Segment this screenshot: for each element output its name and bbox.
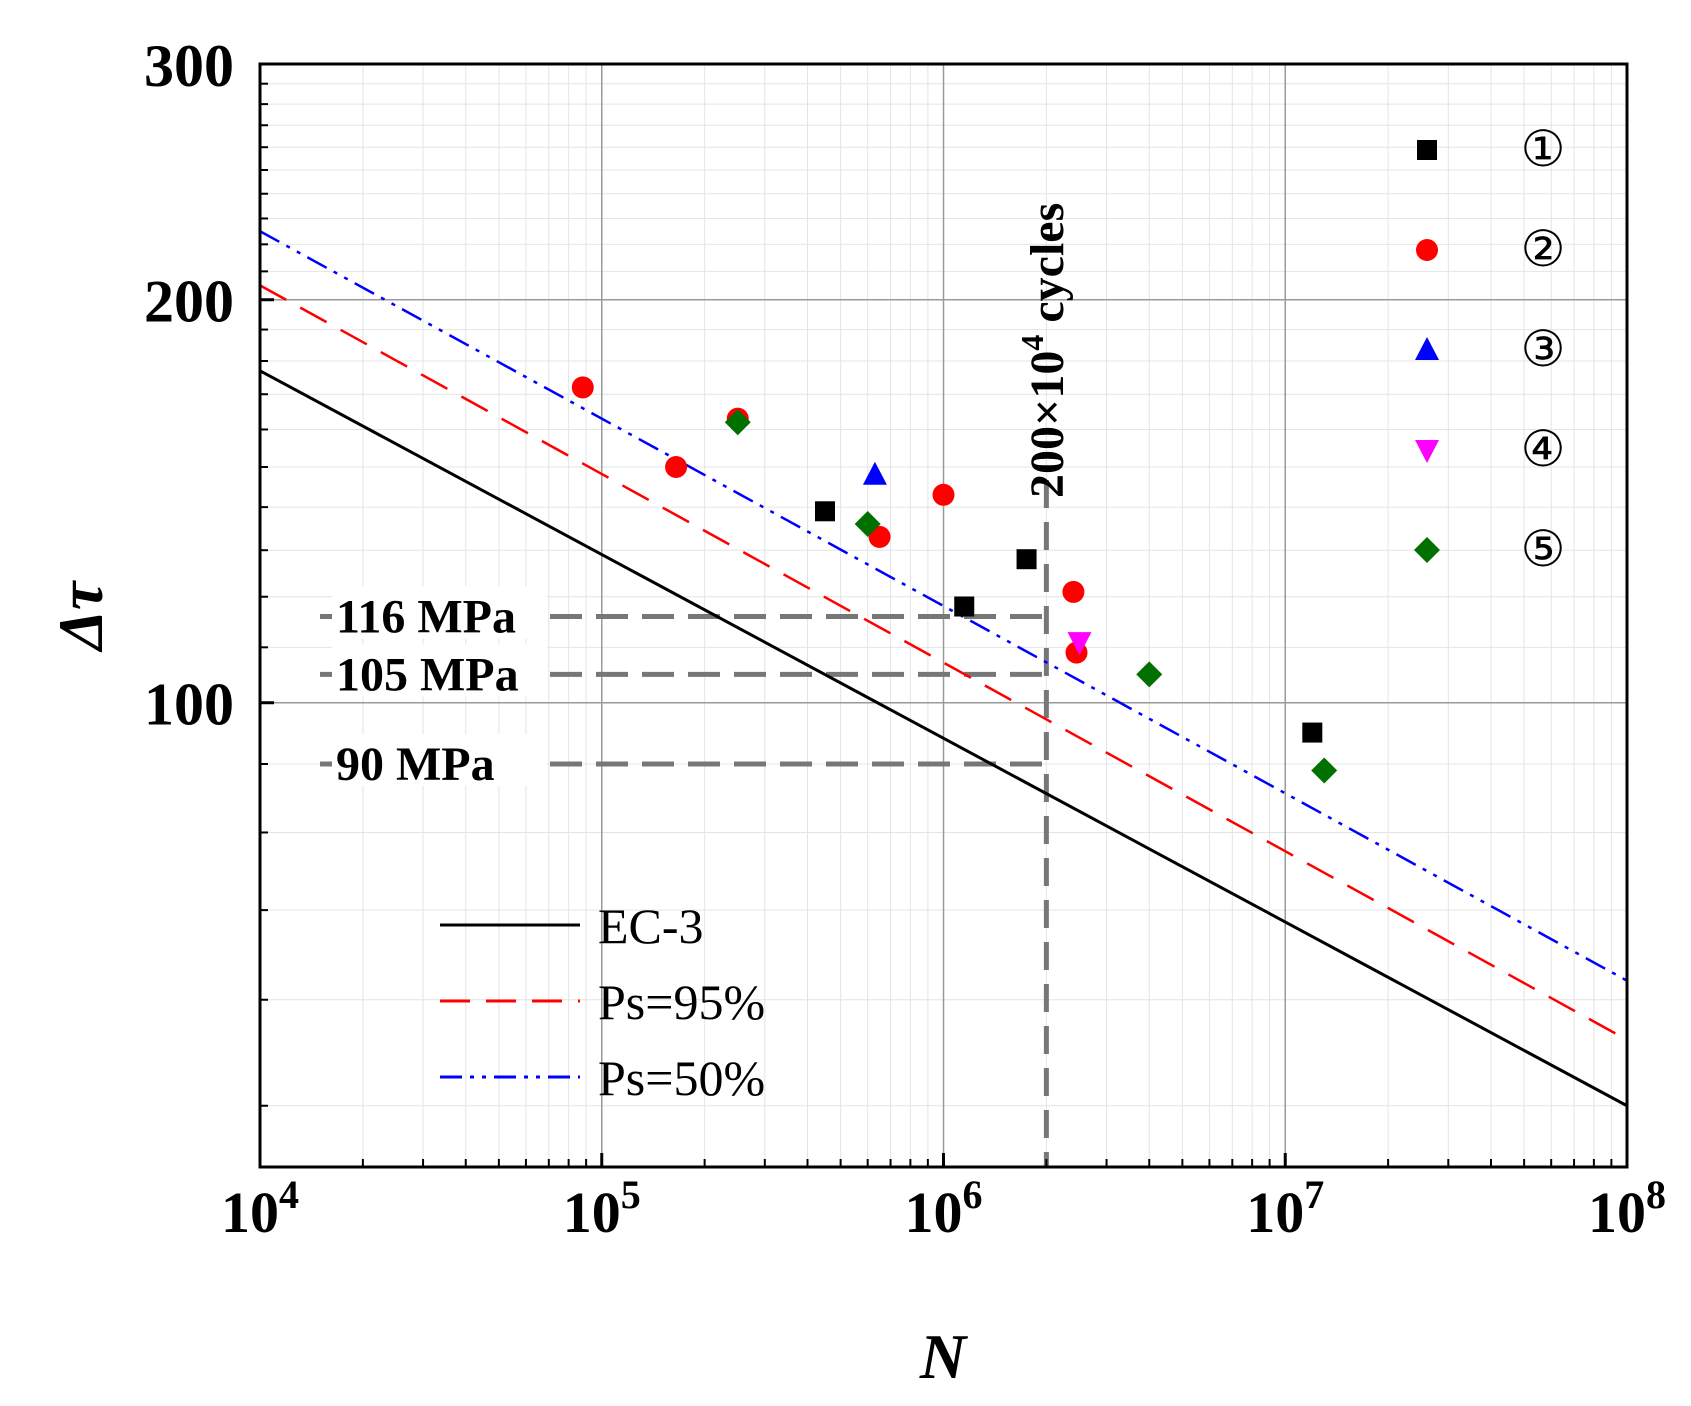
reference-label-background bbox=[332, 733, 547, 786]
legend-marker-label: ③ bbox=[1521, 321, 1566, 377]
legend-markers: ① ② ③ ④ ⑤ bbox=[1414, 121, 1565, 577]
circle-marker bbox=[932, 483, 955, 506]
fit-line-solid bbox=[259, 369, 1628, 1108]
y-axis-title: Δτ bbox=[45, 579, 116, 653]
fit-line-dashed bbox=[259, 284, 1628, 1041]
y-tick-label: 200 bbox=[144, 269, 234, 335]
square-marker bbox=[1016, 549, 1037, 570]
vertical-reference-label: 200×104 cycles bbox=[1014, 203, 1074, 498]
legend-lines: EC-3 Ps=95% Ps=50% bbox=[440, 898, 765, 1106]
x-tick-label: 105 bbox=[563, 1172, 641, 1245]
x-tick-label: 104 bbox=[221, 1172, 299, 1245]
axis-ticks bbox=[258, 62, 1629, 1167]
y-tick-labels: 100 200 300 bbox=[144, 33, 234, 738]
diamond-marker bbox=[1136, 661, 1163, 688]
x-tick-label: 106 bbox=[905, 1172, 983, 1245]
x-tick-label: 108 bbox=[1588, 1172, 1666, 1245]
diamond-marker bbox=[724, 409, 751, 436]
triangle-up-marker bbox=[1415, 337, 1439, 360]
reference-label-background bbox=[332, 586, 547, 639]
legend-line-label: EC-3 bbox=[598, 898, 704, 954]
y-tick-label: 300 bbox=[144, 33, 234, 99]
circle-marker bbox=[868, 525, 891, 548]
reference-label-background bbox=[332, 644, 547, 697]
square-marker bbox=[814, 501, 835, 522]
square-marker bbox=[954, 596, 975, 617]
circle-marker bbox=[571, 376, 594, 399]
y-tick-label: 100 bbox=[144, 672, 234, 738]
triangle-down-marker bbox=[1067, 632, 1092, 656]
reference-label: 105 MPa bbox=[336, 648, 519, 701]
circle-marker bbox=[1416, 239, 1438, 261]
diamond-marker bbox=[854, 510, 881, 537]
reference-label: 116 MPa bbox=[336, 590, 516, 643]
legend-marker-label: ⑤ bbox=[1521, 521, 1566, 577]
square-marker bbox=[1417, 140, 1437, 160]
fit-lines bbox=[259, 230, 1628, 1108]
circle-marker bbox=[665, 456, 688, 479]
x-tick-label: 107 bbox=[1246, 1172, 1324, 1245]
triangle-down-marker bbox=[1415, 440, 1439, 463]
legend-marker-label: ② bbox=[1521, 221, 1566, 277]
circle-marker bbox=[1062, 580, 1085, 603]
legend-marker-label: ① bbox=[1521, 121, 1566, 177]
x-tick-labels: 104 105 106 107 108 bbox=[221, 1172, 1666, 1245]
legend-line-label: Ps=50% bbox=[598, 1050, 765, 1106]
fit-line-dash-dot-dot bbox=[259, 230, 1628, 982]
legend-line-label: Ps=95% bbox=[598, 974, 765, 1030]
data-markers bbox=[571, 376, 1338, 784]
triangle-up-marker bbox=[862, 461, 887, 485]
legend-marker-label: ④ bbox=[1521, 421, 1566, 477]
reference-label: 90 MPa bbox=[336, 738, 495, 791]
square-marker bbox=[1302, 722, 1323, 743]
diamond-marker bbox=[1311, 757, 1338, 784]
diamond-marker bbox=[1414, 537, 1440, 563]
x-axis-title: N bbox=[919, 1321, 969, 1392]
